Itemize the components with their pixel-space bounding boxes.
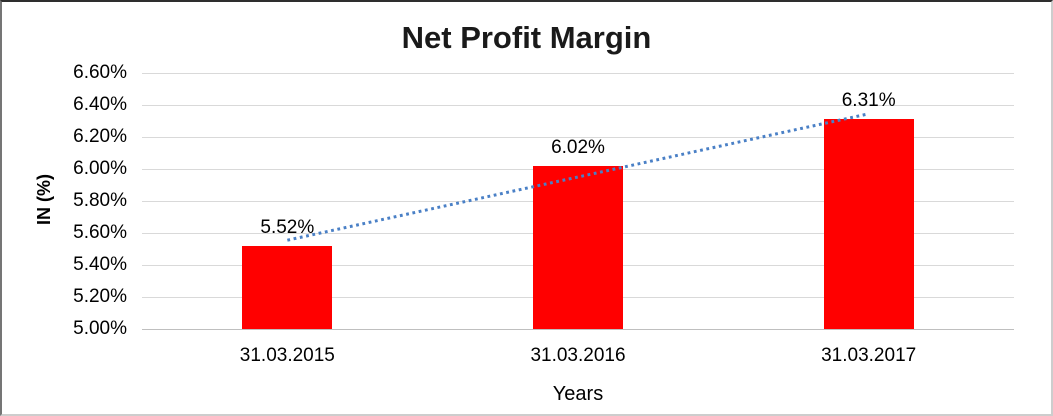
x-axis-line xyxy=(142,328,1014,330)
y-tick-label: 6.40% xyxy=(73,94,127,115)
y-tick-label: 5.60% xyxy=(73,222,127,243)
y-tick-label: 5.80% xyxy=(73,190,127,211)
y-tick-label: 5.00% xyxy=(73,318,127,339)
bar-data-label: 5.52% xyxy=(260,216,315,238)
y-tick-label: 6.20% xyxy=(73,126,127,147)
y-tick-label: 5.20% xyxy=(73,286,127,307)
x-tick-label: 31.03.2015 xyxy=(239,345,335,366)
bar-data-label: 6.31% xyxy=(841,90,896,112)
bar-data-label: 6.02% xyxy=(551,136,605,158)
bar xyxy=(533,165,623,329)
x-tick-label: 31.03.2017 xyxy=(821,345,917,366)
bar xyxy=(242,245,333,329)
y-tick-label: 6.60% xyxy=(73,62,127,83)
y-tick-label: 5.40% xyxy=(73,254,127,275)
x-tick-label: 31.03.2016 xyxy=(530,345,626,366)
chart-title: Net Profit Margin xyxy=(401,20,652,55)
gridline xyxy=(142,104,1014,106)
y-tick-label: 6.00% xyxy=(73,158,127,179)
x-axis-title: Years xyxy=(552,383,604,405)
bar xyxy=(823,119,914,329)
gridline xyxy=(142,72,1014,74)
